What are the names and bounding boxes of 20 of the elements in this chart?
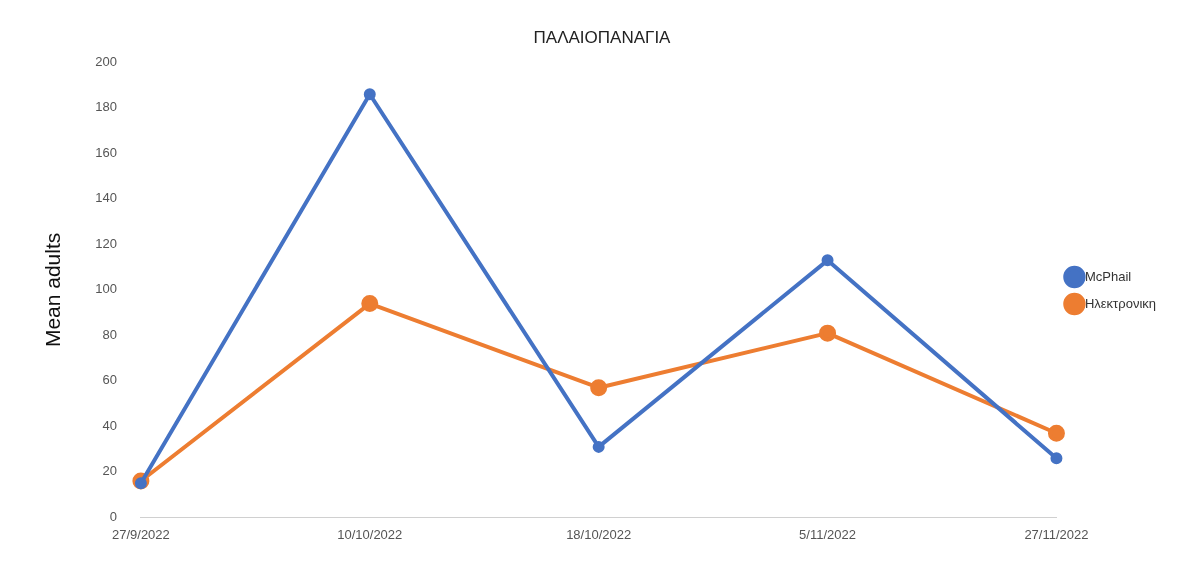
y-tick-label: 140: [95, 190, 117, 206]
x-tick-label: 18/10/2022: [566, 526, 632, 542]
x-tick-label: 10/10/2022: [337, 526, 403, 542]
y-tick-label: 180: [95, 99, 117, 115]
y-tick-label: 200: [95, 53, 117, 69]
y-tick-label: 60: [102, 372, 117, 388]
y-tick-label: 160: [95, 144, 117, 160]
y-tick-label: 40: [102, 417, 117, 433]
y-tick-label: 100: [95, 281, 117, 297]
x-tick-label: 27/9/2022: [111, 526, 170, 542]
legend-label: Ηλεκτρονικη: [1084, 295, 1156, 311]
y-tick-label: 120: [95, 235, 117, 251]
x-tick-label: 27/11/2022: [1024, 526, 1089, 542]
legend-label: McPhail: [1084, 268, 1132, 284]
chart-title: ΠΑΛΑΙΟΠΑΝΑΓΙΑ: [533, 27, 672, 47]
y-tick-label: 80: [102, 326, 117, 342]
y-tick-label: 20: [102, 463, 117, 479]
y-tick-label: 0: [109, 508, 117, 524]
x-tick-label: 5/11/2022: [799, 526, 856, 542]
y-axis-title: Mean adults: [41, 232, 65, 348]
